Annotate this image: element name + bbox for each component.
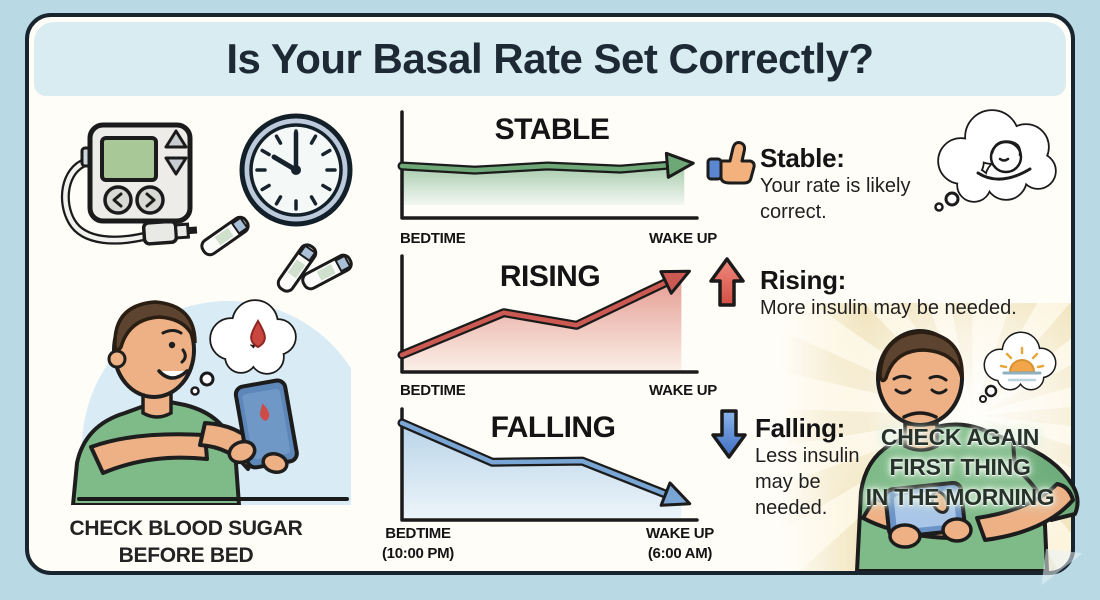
pump-down-button <box>164 156 188 176</box>
pump-left-button <box>103 185 133 215</box>
rising-heading: Rising: <box>760 265 847 295</box>
main-panel: Is Your Basal Rate Set Correctly? <box>25 13 1075 575</box>
person-checking-phone-morning-illustration <box>855 329 1080 571</box>
rising-chart-plot <box>397 254 699 374</box>
arrow-up-icon <box>709 257 745 307</box>
hair <box>113 300 197 352</box>
falling-chart-plot <box>397 407 699 522</box>
chart-title-stable: STABLE <box>494 113 610 146</box>
falling-annotation: Falling: Less insulin may be needed. <box>755 413 860 519</box>
rising-x-end-label: WAKE UP <box>649 382 717 399</box>
chart-title-rising: RISING <box>499 260 601 293</box>
stable-heading: Stable: <box>760 143 845 173</box>
bedtime-caption: CHECK BLOOD SUGAR BEFORE BED <box>69 517 303 567</box>
right-forearm <box>975 482 1075 542</box>
falling-heading: Falling: <box>755 413 846 443</box>
hair <box>878 330 964 383</box>
sunrise-thought-cloud-icon <box>979 331 1057 403</box>
thumbs-up-icon <box>706 141 756 185</box>
stable-annotation: Stable: Your rate is likely correct. <box>760 143 911 223</box>
stable-chart-plot <box>397 110 699 220</box>
clock-icon <box>239 113 353 227</box>
blood-drop-thought-cloud-icon <box>190 299 297 396</box>
pump-screen <box>100 136 158 182</box>
title-banner: Is Your Basal Rate Set Correctly? <box>34 22 1066 96</box>
arrow-down-icon <box>711 409 747 459</box>
sun-rays <box>999 346 1045 369</box>
stable-x-end-label: WAKE UP <box>649 230 717 247</box>
test-strips-icon <box>200 215 353 293</box>
pump-right-button <box>135 185 165 215</box>
morning-note: CHECK AGAIN FIRST THING IN THE MORNING <box>865 424 1055 510</box>
chart-title-falling: FALLING <box>490 411 616 444</box>
rising-x-start-label: BEDTIME <box>400 382 466 399</box>
pump-up-button <box>164 129 188 149</box>
rising-annotation: Rising: More insulin may be needed. <box>760 265 1017 319</box>
falling-x-start-label: BEDTIME (10:00 PM) <box>381 525 455 562</box>
stable-x-start-label: BEDTIME <box>400 230 466 247</box>
person-checking-phone-illustration <box>71 299 351 505</box>
falling-x-end-label: WAKE UP (6:00 AM) <box>646 525 714 562</box>
insulin-pump-icon <box>60 122 198 246</box>
page-title: Is Your Basal Rate Set Correctly? <box>226 35 874 82</box>
blood-drop-on-screen <box>260 403 270 422</box>
sleeping-person-thought-cloud-icon <box>934 109 1057 212</box>
